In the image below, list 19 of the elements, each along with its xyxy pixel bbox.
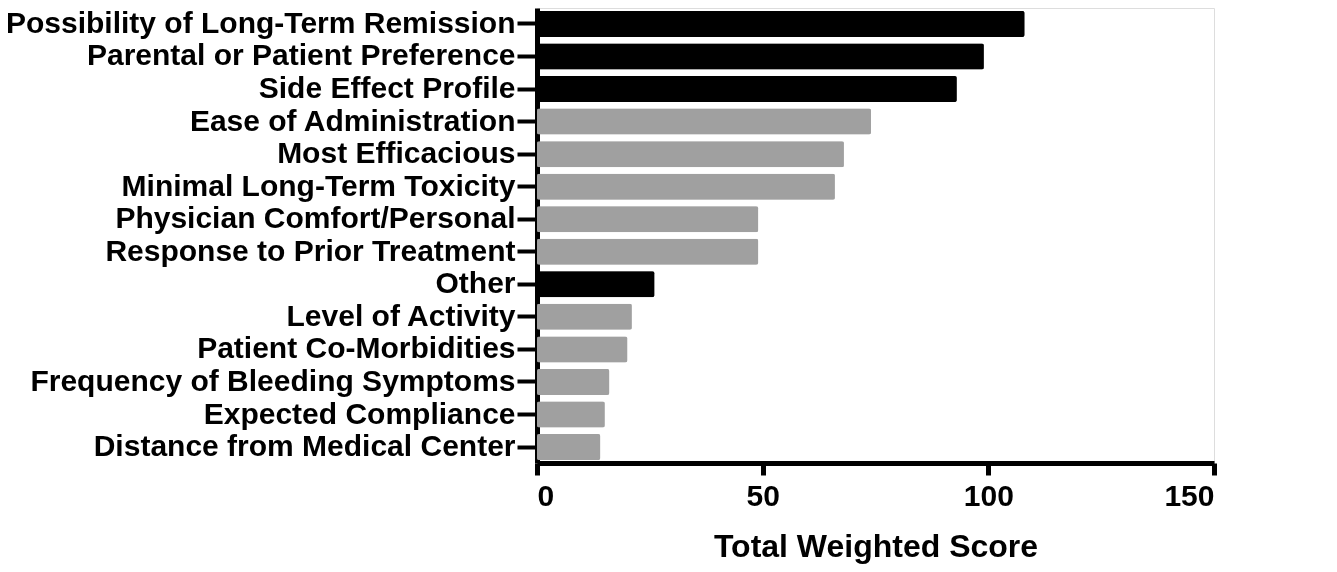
x-tick-label: 100 (963, 478, 1014, 512)
y-tick-label: Parental or Patient Preference (86, 38, 516, 72)
y-tick-label: Ease of Administration (189, 103, 516, 137)
y-tick-label: Patient Co-Morbidities (197, 331, 516, 365)
x-axis-title: Total Weighted Score (713, 527, 1039, 564)
y-tick-label: Minimal Long-Term Toxicity (121, 168, 516, 202)
y-tick-label: Possibility of Long-Term Remission (5, 5, 516, 39)
x-tick-label: 150 (1164, 478, 1215, 512)
x-tick-label: 0 (537, 478, 555, 512)
y-tick-label: Distance from Medical Center (93, 429, 516, 463)
y-tick-label: Other (435, 266, 516, 300)
y-tick-label: Side Effect Profile (258, 71, 516, 105)
y-tick-label: Response to Prior Treatment (105, 233, 516, 267)
y-tick-label: Most Efficacious (277, 136, 516, 170)
y-tick-label: Expected Compliance (203, 396, 516, 430)
x-tick-label: 50 (746, 478, 780, 512)
y-tick-label: Physician Comfort/Personal (115, 201, 516, 235)
y-tick-label: Level of Activity (286, 298, 516, 332)
y-tick-label: Frequency of Bleeding Symptoms (30, 363, 516, 397)
